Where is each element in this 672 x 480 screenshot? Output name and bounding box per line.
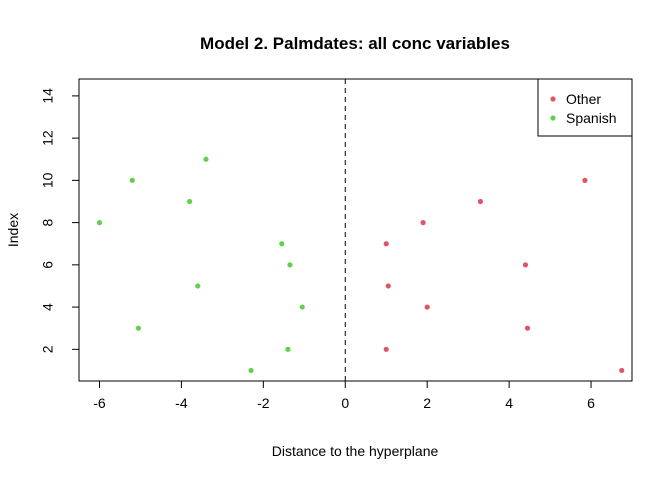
x-tick-label: 2 [423, 395, 431, 411]
point-other [383, 241, 389, 247]
chart-title: Model 2. Palmdates: all conc variables [200, 34, 510, 53]
x-axis-label: Distance to the hyperplane [272, 443, 439, 459]
legend-marker-other [550, 96, 556, 102]
y-tick-label: 6 [40, 261, 56, 269]
y-tick-label: 10 [40, 172, 56, 188]
point-spanish [287, 262, 293, 268]
point-other [582, 177, 588, 183]
point-other [424, 304, 430, 310]
x-axis: -6 -4 -2 0 2 4 6 [93, 380, 595, 411]
legend-label-spanish: Spanish [566, 110, 617, 126]
point-spanish [299, 304, 305, 310]
point-spanish [203, 156, 209, 162]
y-tick-label: 14 [40, 88, 56, 104]
y-tick-label: 8 [40, 219, 56, 227]
y-tick-label: 2 [40, 345, 56, 353]
x-tick-label: 6 [587, 395, 595, 411]
point-spanish [187, 198, 193, 205]
point-spanish [129, 177, 135, 183]
y-axis: 2 4 6 8 10 12 14 [40, 88, 80, 353]
y-axis-label: Index [5, 213, 21, 247]
y-tick-label: 12 [40, 130, 56, 146]
point-spanish [195, 283, 201, 289]
y-tick-label: 4 [40, 303, 56, 311]
point-other [522, 262, 529, 268]
x-tick-label: -4 [175, 395, 188, 411]
x-tick-label: -2 [257, 395, 270, 411]
point-other [385, 283, 391, 289]
legend-box [537, 78, 633, 137]
legend: Other Spanish [537, 78, 633, 137]
data-points [96, 156, 625, 374]
point-other [383, 346, 389, 352]
point-other [524, 325, 531, 331]
point-spanish [248, 367, 254, 374]
point-spanish [285, 346, 291, 352]
x-tick-label: -6 [93, 395, 106, 411]
legend-marker-spanish [550, 115, 556, 121]
legend-label-other: Other [566, 91, 601, 107]
point-spanish [96, 220, 103, 226]
point-other [477, 198, 484, 205]
point-other [619, 367, 625, 374]
point-spanish [135, 325, 141, 331]
point-other [420, 220, 426, 226]
x-tick-label: 0 [341, 395, 349, 411]
x-tick-label: 4 [505, 395, 513, 411]
point-spanish [279, 241, 285, 247]
